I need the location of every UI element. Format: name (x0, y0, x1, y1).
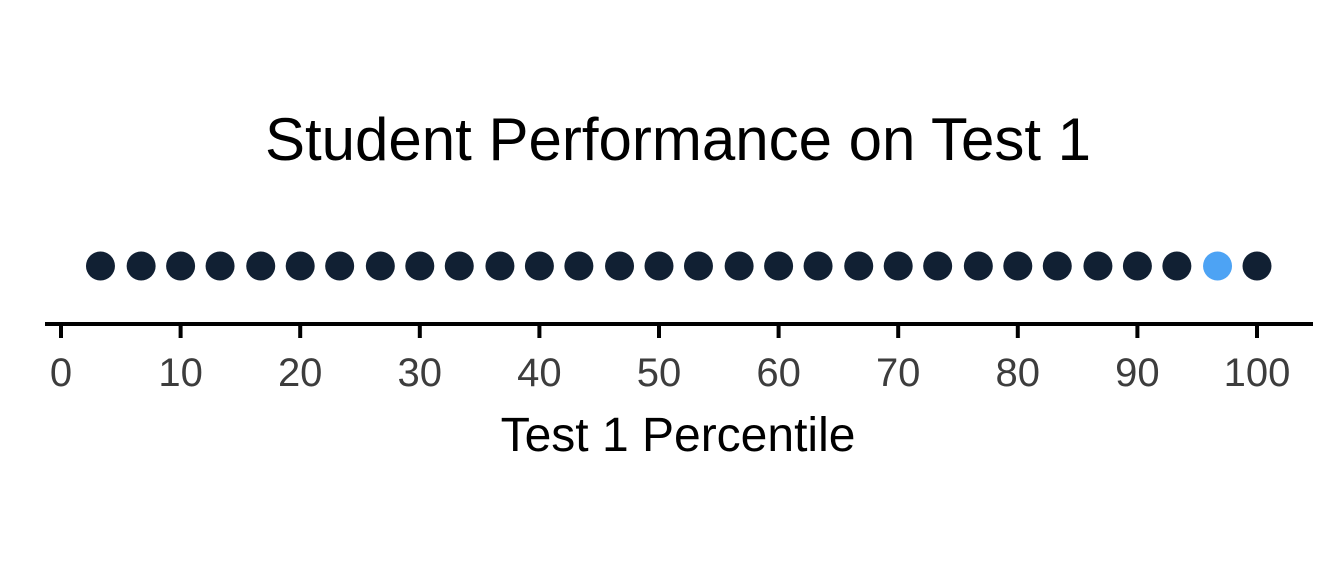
data-point (605, 251, 635, 281)
chart-title: Student Performance on Test 1 (265, 106, 1091, 173)
x-tick-label: 70 (876, 351, 921, 395)
data-point (524, 251, 554, 281)
x-tick-label: 90 (1115, 351, 1160, 395)
data-point (764, 251, 794, 281)
x-axis-title: Test 1 Percentile (501, 409, 856, 462)
data-point (285, 251, 315, 281)
data-point (1122, 251, 1152, 281)
points-layer (85, 251, 1272, 281)
data-point (405, 251, 435, 281)
data-point (883, 251, 913, 281)
data-point (365, 251, 395, 281)
x-tick-label: 10 (158, 351, 203, 395)
data-point (1162, 251, 1192, 281)
data-point (1242, 251, 1272, 281)
x-tick-label: 0 (50, 351, 72, 395)
data-point (126, 251, 156, 281)
data-point (485, 251, 515, 281)
data-point (923, 251, 953, 281)
data-point (803, 251, 833, 281)
data-point (644, 251, 674, 281)
x-axis-ticks: 0 10 20 30 40 50 60 70 80 90 100 (50, 324, 1291, 395)
x-tick-label: 100 (1224, 351, 1291, 395)
data-point (444, 251, 474, 281)
data-point (724, 251, 754, 281)
data-point (1042, 251, 1072, 281)
x-tick-label: 20 (278, 351, 323, 395)
data-point (325, 251, 355, 281)
data-point (564, 251, 594, 281)
data-point (844, 251, 874, 281)
x-tick-label: 80 (996, 351, 1041, 395)
data-point (683, 251, 713, 281)
data-point (1003, 251, 1033, 281)
x-tick-label: 30 (398, 351, 443, 395)
x-tick-label: 40 (517, 351, 562, 395)
data-point (166, 251, 196, 281)
data-point (963, 251, 993, 281)
x-tick-label: 60 (756, 351, 801, 395)
data-point (246, 251, 276, 281)
data-point-highlighted (1203, 251, 1233, 281)
data-point (85, 251, 115, 281)
data-point (1083, 251, 1113, 281)
data-point (205, 251, 235, 281)
x-tick-label: 50 (637, 351, 682, 395)
